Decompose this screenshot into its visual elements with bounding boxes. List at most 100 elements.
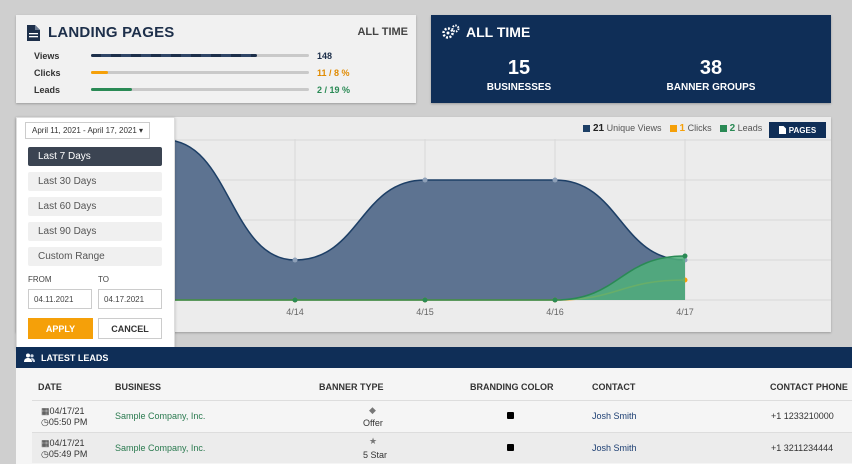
metric-clicks-fill: [91, 71, 109, 74]
x-tick-label: 4/17: [676, 307, 694, 317]
row-contact[interactable]: Josh Smith: [592, 411, 637, 421]
option-last-30-days[interactable]: Last 30 Days: [28, 172, 162, 191]
series-leads-point[interactable]: [682, 253, 688, 259]
table-row[interactable]: ▦04/17/21 ◷05:50 PM Sample Company, Inc.…: [32, 400, 852, 431]
metric-clicks-bar: [91, 71, 309, 74]
metric-views-label: Views: [34, 51, 60, 61]
row-business[interactable]: Sample Company, Inc.: [115, 443, 206, 453]
document-icon: [778, 126, 786, 134]
table-row[interactable]: ▦04/17/21 ◷05:49 PM Sample Company, Inc.…: [32, 432, 852, 463]
legend-leads-swatch: [719, 125, 727, 132]
metric-leads-value: 2 / 19 %: [317, 85, 351, 95]
gears-icon: [442, 24, 460, 39]
legend-clicks-swatch: [669, 125, 677, 132]
stat-banner-groups: 38 BANNER GROUPS: [641, 57, 781, 93]
tag-icon: ◆: [369, 405, 376, 415]
stat-businesses-label: BUSINESSES: [486, 82, 552, 93]
series-unique-views-point[interactable]: [422, 177, 428, 183]
row-date-value: 04/17/21: [49, 406, 85, 416]
calendar-icon: ▦: [41, 406, 50, 416]
row-time: ◷05:50 PM: [41, 417, 87, 428]
col-date[interactable]: DATE: [38, 382, 62, 392]
legend-clicks[interactable]: 1 Clicks: [669, 123, 712, 134]
row-contact[interactable]: Josh Smith: [592, 443, 637, 453]
metric-leads-fill: [91, 88, 133, 91]
stat-businesses: 15 BUSINESSES: [449, 57, 589, 93]
metric-leads-bar: [91, 88, 309, 91]
date-range-dropdown: April 11, 2021 - April 17, 2021 ▾ Last 7…: [16, 117, 175, 349]
caret-down-icon: ▾: [139, 126, 144, 135]
branding-color-swatch: [507, 412, 514, 419]
leads-table: DATE BUSINESS BANNER TYPE BRANDING COLOR…: [16, 368, 852, 464]
legend-clicks-label: Clicks: [687, 123, 712, 133]
x-tick-label: 4/15: [416, 307, 434, 317]
series-leads-point[interactable]: [292, 297, 298, 303]
row-banner-type: Offer: [363, 418, 383, 428]
date-range-button[interactable]: April 11, 2021 - April 17, 2021 ▾: [25, 122, 151, 139]
cancel-button[interactable]: CANCEL: [98, 318, 162, 339]
from-label: FROM: [28, 275, 52, 284]
col-contact[interactable]: CONTACT: [592, 382, 636, 392]
document-icon: [27, 24, 40, 41]
series-leads-point[interactable]: [422, 297, 428, 303]
series-unique-views-point[interactable]: [552, 177, 558, 183]
clock-icon: ◷: [41, 417, 49, 427]
option-last-60-days[interactable]: Last 60 Days: [28, 197, 162, 216]
x-tick-label: 4/16: [546, 307, 564, 317]
date-range-text: April 11, 2021 - April 17, 2021: [32, 126, 137, 135]
option-last-7-days[interactable]: Last 7 Days: [28, 147, 162, 166]
row-time: ◷05:49 PM: [41, 449, 87, 460]
col-business[interactable]: BUSINESS: [115, 382, 162, 392]
metric-views-bar: [91, 54, 309, 57]
clock-icon: ◷: [41, 449, 49, 459]
legend-leads-count: 2: [729, 123, 736, 134]
pages-button-label: PAGES: [788, 125, 817, 135]
branding-color-swatch: [507, 444, 514, 451]
apply-button[interactable]: APPLY: [28, 318, 93, 339]
legend-views-swatch: [583, 125, 590, 132]
latest-leads-header: LATEST LEADS: [16, 347, 852, 368]
row-time-value: 05:50 PM: [48, 417, 88, 427]
metric-views-value: 148: [317, 51, 333, 61]
to-date-input[interactable]: 04.17.2021: [98, 289, 162, 309]
x-tick-label: 4/14: [286, 307, 304, 317]
row-time-value: 05:49 PM: [48, 449, 88, 459]
row-business[interactable]: Sample Company, Inc.: [115, 411, 206, 421]
stat-banner-groups-label: BANNER GROUPS: [666, 82, 756, 93]
landing-pages-title: LANDING PAGES: [27, 24, 175, 41]
legend-leads[interactable]: 2 Leads: [719, 123, 763, 134]
row-date: ▦04/17/21: [41, 438, 85, 449]
landing-pages-title-text: LANDING PAGES: [48, 24, 175, 41]
series-leads-area: [16, 256, 685, 300]
latest-leads-title: LATEST LEADS: [41, 352, 109, 363]
row-date-value: 04/17/21: [49, 438, 85, 448]
all-time-title: ALL TIME: [442, 24, 530, 40]
to-label: TO: [98, 275, 109, 284]
col-contact-phone[interactable]: CONTACT PHONE: [770, 382, 848, 392]
col-banner-type[interactable]: BANNER TYPE: [319, 382, 384, 392]
star-icon: ★: [369, 436, 378, 446]
landing-pages-card: LANDING PAGES ALL TIME Views 148 Clicks …: [16, 15, 416, 103]
landing-pages-period: ALL TIME: [357, 26, 408, 38]
option-last-90-days[interactable]: Last 90 Days: [28, 222, 162, 241]
series-unique-views-point[interactable]: [292, 257, 298, 263]
row-phone: +1 1233210000: [771, 411, 834, 421]
option-custom-range[interactable]: Custom Range: [28, 247, 162, 266]
all-time-card: ALL TIME 15 BUSINESSES 38 BANNER GROUPS: [431, 15, 831, 103]
legend-views-count: 21: [593, 123, 605, 134]
from-date-input[interactable]: 04.11.2021: [28, 289, 92, 309]
legend-clicks-count: 1: [679, 123, 686, 134]
metric-clicks-value: 11 / 8 %: [317, 68, 350, 78]
calendar-icon: ▦: [41, 438, 50, 448]
series-leads-point[interactable]: [552, 297, 558, 303]
legend-leads-label: Leads: [737, 123, 763, 133]
pages-button[interactable]: PAGES: [769, 122, 826, 138]
col-branding-color[interactable]: BRANDING COLOR: [470, 382, 554, 392]
row-phone: +1 3211234444: [771, 443, 834, 453]
users-icon: [24, 353, 35, 362]
legend-views[interactable]: 21 Unique Views: [583, 123, 662, 134]
chart-legend: 21 Unique Views 1 Clicks 2 Leads: [583, 123, 762, 134]
all-time-title-text: ALL TIME: [466, 24, 531, 40]
metric-views-fill: [91, 54, 257, 57]
metric-clicks-label: Clicks: [34, 68, 61, 78]
